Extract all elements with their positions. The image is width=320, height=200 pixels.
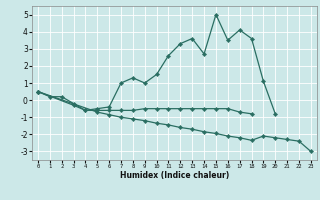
X-axis label: Humidex (Indice chaleur): Humidex (Indice chaleur) (120, 171, 229, 180)
